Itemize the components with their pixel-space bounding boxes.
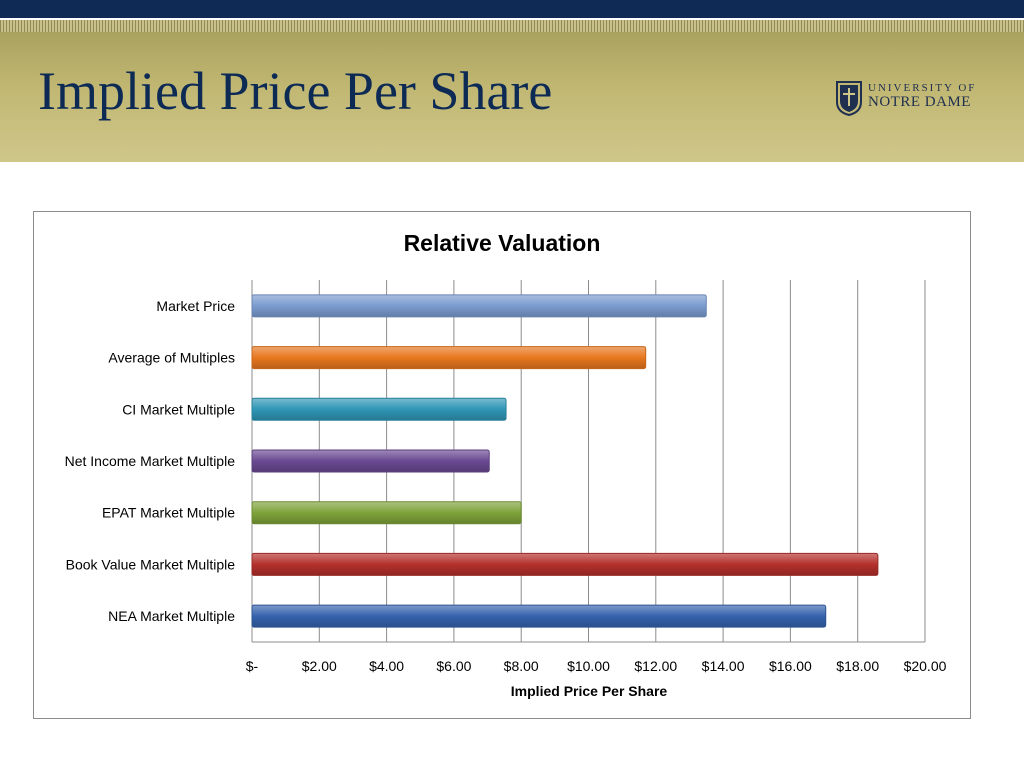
- x-tick-label: $4.00: [369, 658, 404, 674]
- logo-notre-dame: NOTRE DAME: [868, 94, 971, 110]
- slide-title: Implied Price Per Share: [38, 61, 553, 121]
- bar-market-price: [251, 294, 707, 318]
- x-tick-labels: $- $2.00 $4.00 $6.00 $8.00 $10.00 $12.00 $14.00…: [246, 658, 947, 674]
- x-tick-label: $14.00: [702, 658, 745, 674]
- x-tick-label: $16.00: [769, 658, 812, 674]
- x-tick-label: $2.00: [302, 658, 337, 674]
- x-tick-label: $18.00: [836, 658, 879, 674]
- category-label: Book Value Market Multiple: [66, 556, 236, 572]
- bar-ci-market-multiple: [251, 397, 507, 421]
- chart-title: Relative Valuation: [404, 230, 601, 256]
- x-axis-label: Implied Price Per Share: [511, 683, 668, 699]
- chart-frame: Relative Valuation Market Price Average o…: [33, 211, 971, 719]
- category-label: NEA Market Multiple: [108, 608, 235, 624]
- x-tick-label: $6.00: [436, 658, 471, 674]
- category-label: EPAT Market Multiple: [102, 505, 235, 521]
- x-tick-label: $8.00: [504, 658, 539, 674]
- top-navy-bar: [0, 0, 1024, 18]
- x-tick-label: $12.00: [634, 658, 677, 674]
- x-tick-label: $10.00: [567, 658, 610, 674]
- bar-nea-market-multiple: [251, 604, 827, 628]
- x-tick-label: $-: [246, 658, 259, 674]
- bar-epat-market-multiple: [251, 501, 522, 525]
- logo-university-of: UNIVERSITY OF: [868, 82, 977, 94]
- category-label: Net Income Market Multiple: [65, 453, 236, 469]
- x-tick-label: $20.00: [904, 658, 947, 674]
- category-label: Market Price: [156, 298, 235, 314]
- top-pattern-stripe: [0, 18, 1024, 32]
- bar-book-value-market-multiple: [251, 552, 879, 576]
- category-labels: Market Price Average of Multiples CI Marke…: [65, 298, 236, 624]
- bar-layer: [251, 294, 879, 628]
- bar-net-income-market-multiple: [251, 449, 490, 473]
- bar-chart: Relative Valuation Market Price Average o…: [65, 230, 947, 699]
- bar-average-of-multiples: [251, 346, 647, 370]
- category-label: CI Market Multiple: [122, 401, 235, 417]
- notre-dame-logo: UNIVERSITY OF NOTRE DAME: [836, 80, 996, 120]
- shield-icon: [836, 81, 862, 116]
- category-label: Average of Multiples: [108, 350, 235, 366]
